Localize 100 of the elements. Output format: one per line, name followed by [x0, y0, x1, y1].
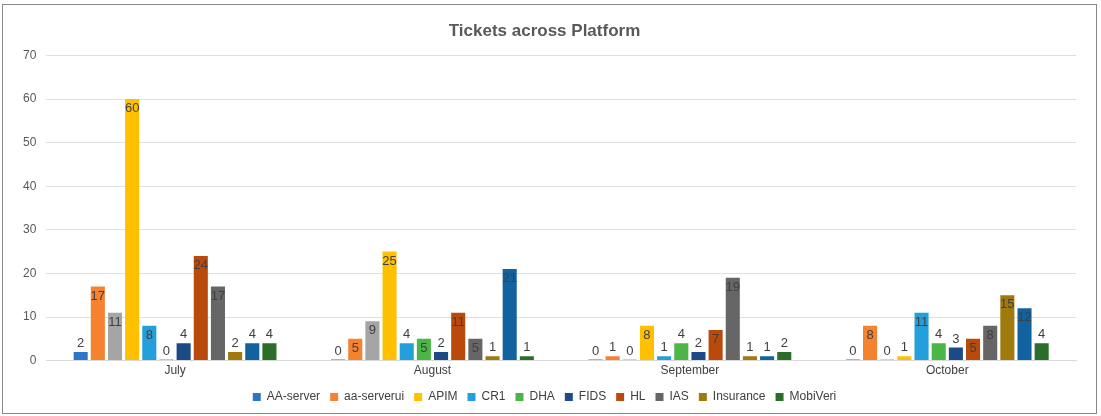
data-label: 5	[420, 339, 428, 355]
bar	[725, 277, 740, 361]
bar	[382, 251, 397, 361]
data-label: 2	[437, 334, 445, 350]
bar	[777, 351, 792, 361]
legend-label: IAS	[669, 389, 689, 404]
bar	[193, 255, 208, 361]
bar	[176, 343, 191, 361]
data-label: 1	[660, 339, 668, 355]
y-tick-label: 0	[29, 352, 37, 367]
bar	[399, 343, 414, 361]
data-label: 4	[265, 326, 274, 342]
legend-label: HL	[630, 389, 646, 404]
data-label: 11	[451, 313, 465, 329]
bar	[451, 312, 466, 361]
data-label: 0	[626, 342, 634, 358]
data-label: 8	[866, 326, 874, 342]
legend-label: DHA	[529, 389, 555, 404]
data-label: 2	[77, 334, 85, 350]
data-label: 3	[952, 330, 960, 346]
legend-label: FIDS	[578, 389, 607, 404]
bar	[674, 343, 689, 361]
data-label: 9	[368, 322, 377, 338]
data-label: 4	[180, 326, 188, 342]
data-label: 5	[351, 339, 359, 355]
legend-label: AA-server	[266, 389, 321, 404]
bar	[691, 351, 706, 361]
data-label: 4	[403, 326, 411, 342]
data-label: 1	[488, 339, 497, 355]
data-label: 0	[591, 342, 600, 358]
legend-label: Insurance	[712, 389, 766, 404]
x-tick-label: August	[413, 363, 452, 378]
bar	[914, 312, 929, 361]
data-label: 4	[1038, 326, 1046, 342]
data-label: 8	[145, 326, 153, 342]
legend-label: APIM	[428, 389, 458, 404]
bar	[210, 286, 225, 361]
bar	[262, 343, 277, 361]
legend-label: MobiVeri	[789, 389, 837, 404]
bar	[485, 356, 500, 361]
data-label: 1	[900, 339, 909, 355]
bar	[502, 269, 517, 361]
data-label: 0	[883, 342, 891, 358]
data-label: 2	[694, 334, 703, 350]
data-label: 25	[382, 252, 397, 268]
bar	[897, 356, 912, 361]
data-label: 4	[248, 326, 256, 342]
data-label: 8	[643, 326, 651, 342]
data-label: 60	[124, 100, 140, 116]
data-label: 11	[914, 313, 929, 329]
chart-title: Tickets across Platform	[448, 20, 641, 40]
x-tick-label: September	[660, 363, 720, 378]
y-tick-label: 30	[22, 222, 37, 237]
y-tick-label: 60	[22, 91, 37, 106]
y-tick-label: 70	[22, 47, 37, 62]
legend-label: aa-serverui	[344, 389, 405, 404]
bar	[742, 356, 757, 361]
data-label: 1	[763, 339, 771, 355]
bar	[657, 356, 672, 361]
data-label: 0	[162, 342, 171, 358]
data-label: 4	[935, 326, 943, 342]
data-label: 2	[780, 334, 788, 350]
bar	[365, 321, 380, 361]
data-label: 7	[712, 331, 720, 347]
bar	[125, 99, 140, 361]
data-label: 0	[334, 342, 342, 358]
bar	[948, 347, 963, 361]
data-label: 17	[90, 287, 106, 303]
y-tick-label: 50	[22, 134, 37, 149]
y-tick-label: 10	[22, 309, 37, 324]
x-tick-label: July	[164, 363, 186, 378]
bar	[931, 343, 946, 361]
bar	[1017, 308, 1032, 361]
data-label: 4	[677, 326, 685, 342]
data-label: 1	[746, 339, 754, 355]
legend-label: CR1	[481, 389, 506, 404]
bar	[245, 343, 260, 361]
bar	[73, 351, 88, 361]
data-label: 1	[609, 339, 617, 355]
y-tick-label: 20	[22, 265, 37, 280]
data-label: 11	[108, 313, 122, 329]
data-label: 15	[1000, 296, 1015, 312]
data-label: 12	[1017, 309, 1032, 325]
bar	[1034, 343, 1049, 361]
data-label: 1	[523, 339, 531, 355]
bar	[228, 351, 243, 361]
bar	[107, 312, 123, 361]
bar	[90, 286, 105, 361]
bar	[605, 356, 620, 361]
bar	[708, 330, 723, 361]
bar	[760, 356, 775, 361]
y-tick-label: 40	[22, 178, 37, 193]
bar	[519, 356, 534, 361]
bar	[434, 351, 449, 361]
x-tick-label: October	[925, 363, 969, 378]
data-label: 24	[193, 257, 209, 273]
bar	[1000, 295, 1015, 361]
data-label: 2	[231, 334, 239, 350]
data-label: 5	[969, 339, 977, 355]
data-label: 0	[849, 342, 857, 358]
